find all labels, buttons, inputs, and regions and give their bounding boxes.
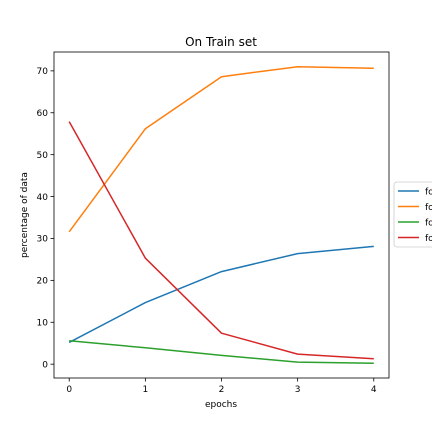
x-tick-label: 2 bbox=[219, 385, 225, 395]
legend-label-4: fo bbox=[425, 234, 432, 244]
y-tick-label: 30 bbox=[37, 235, 49, 245]
plot-area-frame bbox=[53, 51, 390, 379]
legend: fo fo fo fo bbox=[393, 181, 432, 248]
y-tick-label: 20 bbox=[37, 277, 49, 287]
y-tick-label: 50 bbox=[37, 151, 49, 161]
chart-title: On Train set bbox=[185, 35, 257, 49]
y-axis-label: percentage of data bbox=[20, 172, 30, 258]
series-line-1 bbox=[68, 245, 374, 344]
y-tick-label: 70 bbox=[37, 67, 49, 77]
y-tick-label: 60 bbox=[37, 109, 49, 119]
x-tick-label: 1 bbox=[142, 385, 148, 395]
series-line-4 bbox=[68, 121, 374, 360]
series-line-2 bbox=[68, 65, 374, 233]
series-layer bbox=[68, 65, 374, 365]
legend-label-3: fo bbox=[425, 218, 432, 228]
y-tick-label: 0 bbox=[42, 360, 48, 370]
x-axis-label: epochs bbox=[205, 400, 237, 410]
x-tick-label: 3 bbox=[295, 385, 301, 395]
legend-label-1: fo bbox=[425, 187, 432, 197]
legend-label-2: fo bbox=[425, 203, 432, 213]
x-tick-label: 4 bbox=[371, 385, 377, 395]
y-tick-label: 10 bbox=[37, 318, 49, 328]
x-tick-label: 0 bbox=[66, 385, 72, 395]
legend-box bbox=[393, 181, 432, 248]
y-tick-label: 40 bbox=[37, 193, 49, 203]
series-line-3 bbox=[69, 339, 374, 365]
